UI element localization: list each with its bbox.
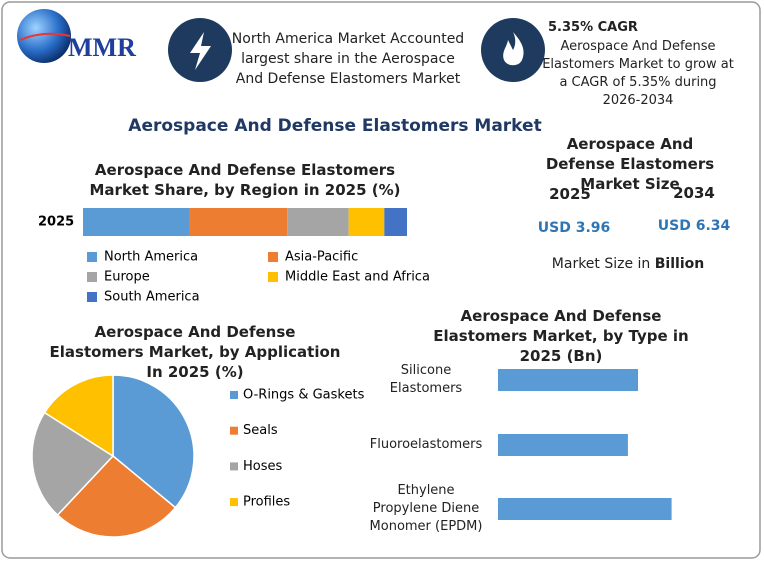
note-unit: Billion	[654, 256, 705, 272]
market-size-title: Aerospace And Defense Elastomers Market …	[545, 135, 715, 193]
legend-label: Hoses	[243, 459, 283, 474]
legend-label: O-Rings & Gaskets	[243, 388, 365, 403]
legend-swatch	[230, 462, 238, 471]
y-tick-label: 2025	[38, 215, 74, 230]
highlight-text: Aerospace And Defense Elastomers Market …	[542, 39, 734, 108]
chart-title: Aerospace And Defense Elastomers Market …	[89, 161, 401, 199]
legend-swatch	[230, 426, 238, 435]
legend-label: Seals	[243, 423, 278, 438]
pie-slice	[56, 454, 177, 538]
main-title: Aerospace And Defense Elastomers Market	[128, 116, 542, 136]
bar	[498, 369, 638, 391]
year: 2025	[549, 185, 591, 203]
chart-title: Aerospace And Defense Elastomers Market,…	[49, 323, 341, 381]
bar	[498, 498, 672, 520]
highlight-title: 5.35% CAGR	[548, 20, 638, 35]
bar-segment	[83, 208, 190, 236]
note-text: Market Size in	[551, 256, 651, 272]
market-value: USD 6.34	[657, 218, 731, 234]
legend-label: Profiles	[243, 495, 290, 510]
legend-swatch	[87, 292, 97, 302]
logo-swoosh	[19, 32, 71, 41]
legend-label: Middle East and Africa	[285, 270, 430, 285]
y-tick-label: Fluoroelastomers	[369, 437, 483, 452]
bar-segment	[189, 208, 288, 236]
market-note: Market Size in Billion	[540, 254, 716, 274]
legend-swatch	[268, 272, 278, 282]
year: 2034	[673, 184, 715, 202]
legend-swatch	[87, 272, 97, 282]
icon-bolt	[190, 32, 211, 70]
legend-swatch	[87, 252, 97, 262]
legend-swatch	[230, 391, 238, 399]
bar	[498, 434, 628, 456]
highlight-text: North America Market Accounted largest s…	[231, 31, 465, 87]
pie-slice	[112, 374, 195, 509]
icon-flame	[503, 32, 524, 66]
logo-text: MMR	[68, 33, 136, 62]
legend-swatch	[230, 498, 238, 507]
bar-segment	[287, 208, 349, 236]
y-tick-label: Ethylene Propylene Diene Monomer (EPDM)	[369, 483, 483, 534]
y-tick-label: Silicone Elastomers	[389, 363, 463, 396]
legend-label: Asia-Pacific	[285, 250, 358, 265]
market-value: USD 3.96	[537, 220, 611, 236]
bar-segment	[384, 208, 407, 236]
legend-swatch	[268, 252, 278, 262]
pie-slice	[43, 374, 114, 458]
logo-globe	[17, 9, 71, 63]
legend-label: Europe	[104, 270, 150, 285]
legend-label: North America	[104, 250, 198, 265]
legend-label: South America	[104, 290, 200, 305]
chart-title: Aerospace And Defense Elastomers Market,…	[433, 307, 689, 365]
bar-segment	[348, 208, 385, 236]
pie-slice	[31, 411, 115, 517]
